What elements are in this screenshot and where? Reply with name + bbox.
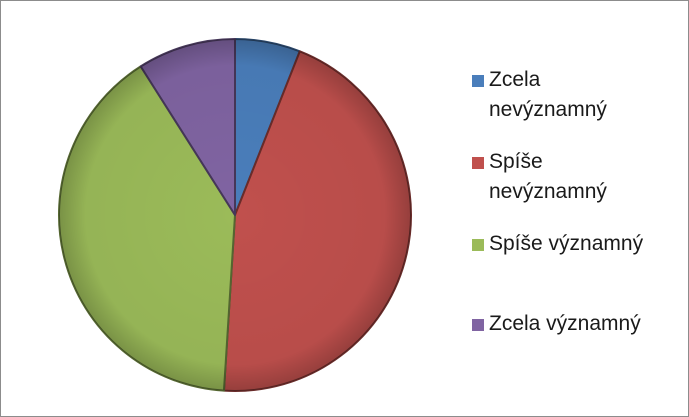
legend-label-line1: Spíše významný	[489, 232, 644, 255]
legend-item-spise-nevyznamny: Spíše nevýznamný	[472, 147, 682, 207]
pie-chart	[58, 38, 412, 392]
legend-swatch	[472, 75, 484, 87]
legend-item-zcela-nevyznamny: Zcela nevýznamný	[472, 65, 682, 125]
legend-label-line2: nevýznamný	[489, 180, 607, 203]
legend-swatch	[472, 239, 484, 251]
legend-item-zcela-vyznamny: Zcela významný	[472, 309, 682, 339]
legend-label-line1: Spíše	[489, 150, 543, 173]
pie-slices	[58, 38, 412, 392]
legend-item-spise-vyznamny: Spíše významný	[472, 229, 682, 259]
legend-label-line1: Zcela významný	[489, 312, 641, 335]
legend-label-line1: Zcela	[489, 68, 541, 91]
legend-swatch	[472, 157, 484, 169]
legend-swatch	[472, 319, 484, 331]
legend-label-line2: nevýznamný	[489, 98, 607, 121]
